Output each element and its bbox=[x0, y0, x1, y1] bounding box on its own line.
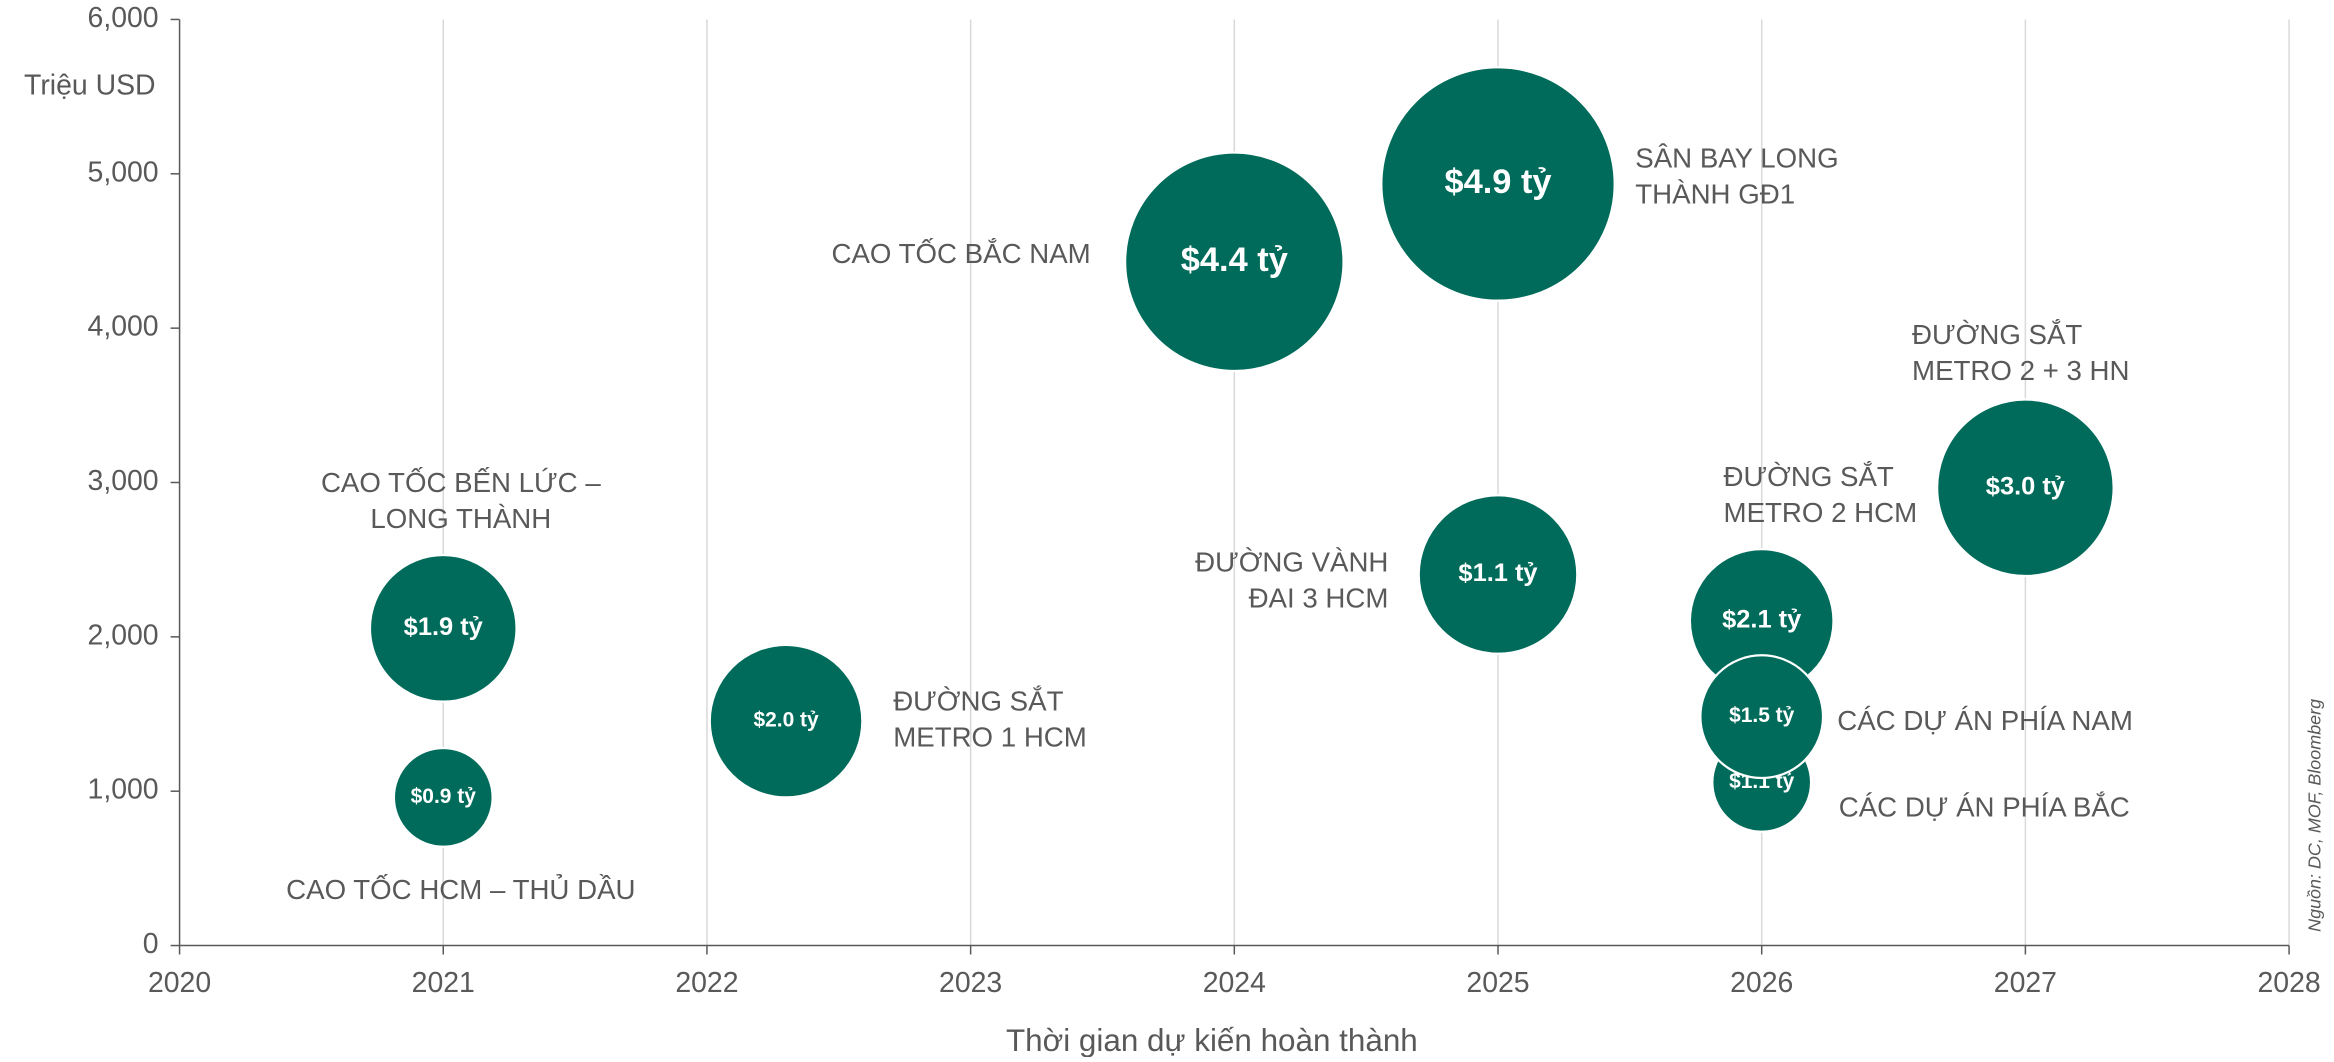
bubble bbox=[1417, 494, 1579, 655]
y-tick-label: 3,000 bbox=[88, 465, 159, 497]
bubble-label: $4.9 tỷ bbox=[1444, 163, 1551, 201]
bubble-name: THÀNH GĐ1 bbox=[1635, 178, 1795, 209]
bubble-label: $1.5 tỷ bbox=[1729, 704, 1795, 727]
bubble bbox=[1699, 654, 1825, 780]
bubble bbox=[368, 553, 518, 703]
bubble-label: $4.4 tỷ bbox=[1181, 241, 1288, 279]
bubble-label: $2.0 tỷ bbox=[753, 709, 819, 732]
bubble-label: $1.1 tỷ bbox=[1458, 559, 1537, 587]
bubble-name: ĐAI 3 HCM bbox=[1249, 582, 1389, 613]
x-tick-label: 2024 bbox=[1203, 967, 1266, 999]
x-tick-label: 2022 bbox=[675, 967, 738, 999]
bubble-name: ĐƯỜNG SẮT bbox=[1724, 461, 1894, 492]
x-tick-label: 2028 bbox=[2257, 967, 2320, 999]
bubble bbox=[708, 643, 864, 799]
y-tick-label: 2,000 bbox=[88, 619, 159, 651]
bubble-label: $1.9 tỷ bbox=[404, 613, 483, 641]
bubble-name: SÂN BAY LONG bbox=[1635, 142, 1838, 173]
bubble-name: METRO 1 HCM bbox=[893, 721, 1087, 752]
x-tick-label: 2026 bbox=[1730, 967, 1793, 999]
bubble bbox=[1380, 66, 1616, 302]
x-tick-label: 2021 bbox=[412, 967, 475, 999]
x-tick-label: 2020 bbox=[148, 967, 211, 999]
bubble-name: CÁC DỰ ÁN PHÍA BẮC bbox=[1839, 792, 2130, 823]
bubble-name: ĐƯỜNG SẮT bbox=[1912, 319, 2082, 350]
y-axis-label: Triệu USD bbox=[24, 69, 156, 101]
y-tick-label: 0 bbox=[143, 928, 159, 960]
x-tick-label: 2025 bbox=[1466, 967, 1529, 999]
y-tick-label: 5,000 bbox=[88, 156, 159, 188]
bubble-name: CAO TỐC BẾN LỨC – bbox=[321, 466, 601, 498]
bubble bbox=[1935, 398, 2115, 578]
bubble-name: LONG THÀNH bbox=[370, 503, 551, 534]
bubble-name: CÁC DỰ ÁN PHÍA NAM bbox=[1837, 705, 2133, 736]
bubble-label: $3.0 tỷ bbox=[1986, 472, 2065, 500]
bubble-name: METRO 2 HCM bbox=[1724, 497, 1918, 528]
bubble-name: ĐƯỜNG SẮT bbox=[893, 685, 1063, 716]
source: Nguồn: DC, MOF, Bloomberg bbox=[2305, 699, 2325, 932]
bubble bbox=[1123, 151, 1345, 373]
bubble-name: CAO TỐC BẮC NAM bbox=[832, 237, 1091, 269]
bubble-name: ĐƯỜNG VÀNH bbox=[1195, 546, 1388, 577]
bubble-name: CAO TỐC HCM – THỦ DẦU bbox=[286, 873, 635, 905]
bubble-label: $2.1 tỷ bbox=[1722, 606, 1801, 634]
x-tick-label: 2027 bbox=[1994, 967, 2057, 999]
x-axis-label: Thời gian dự kiến hoàn thành bbox=[1006, 1023, 1418, 1057]
y-tick-label: 4,000 bbox=[88, 311, 159, 343]
bubble-name: METRO 2 + 3 HN bbox=[1912, 355, 2129, 386]
x-tick-label: 2023 bbox=[939, 967, 1002, 999]
y-tick-label: 6,000 bbox=[88, 2, 159, 34]
bubble-label: $0.9 tỷ bbox=[411, 785, 477, 808]
y-tick-label: 1,000 bbox=[88, 774, 159, 806]
bubble bbox=[392, 746, 494, 848]
